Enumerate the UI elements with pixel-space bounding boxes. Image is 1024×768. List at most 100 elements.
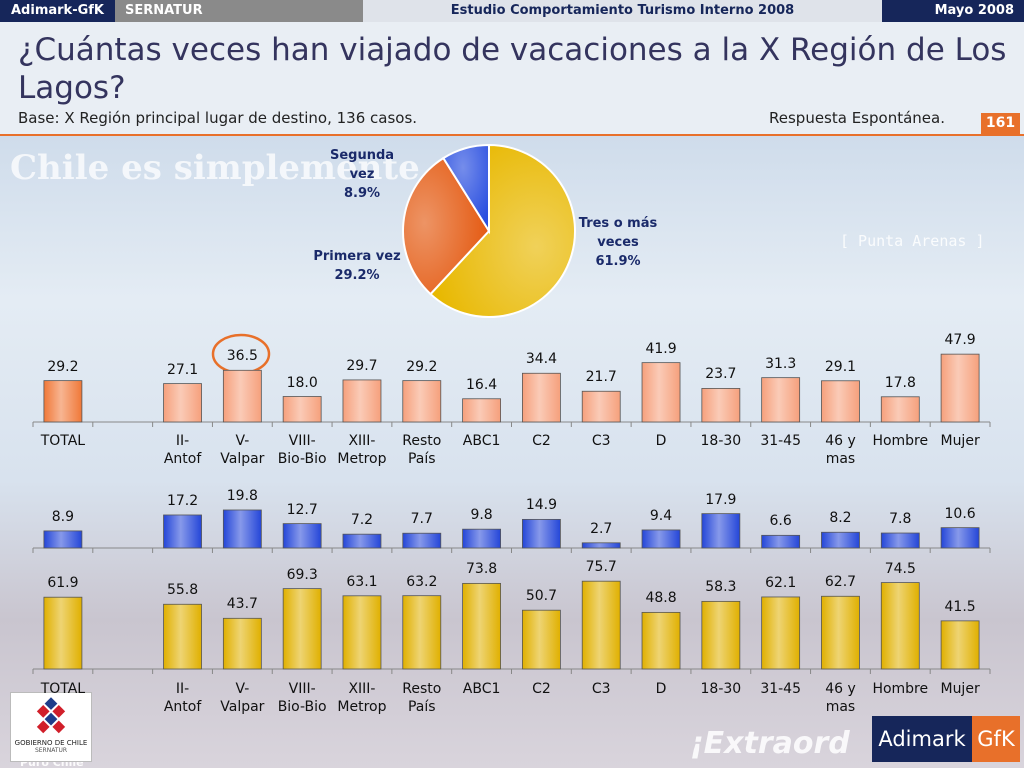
bar [641, 611, 681, 670]
x-tick-label: Hombre [872, 681, 929, 697]
value-label: 2.7 [590, 520, 613, 537]
bar [581, 542, 621, 549]
value-label: 29.2 [47, 358, 79, 375]
value-label: 18.0 [286, 374, 318, 391]
bar [701, 388, 741, 423]
bar [641, 529, 681, 549]
bar [522, 372, 561, 423]
bar [522, 609, 561, 670]
value-label: 9.8 [470, 507, 493, 524]
value-label: 47.9 [944, 332, 976, 349]
value-label: 41.9 [645, 340, 677, 357]
x-tick-label: V- Valpar [220, 681, 265, 715]
value-label: 8.2 [829, 510, 852, 527]
note: Respuesta Espontánea. [769, 109, 945, 127]
pie-label-name: Segunda vez [329, 148, 395, 182]
value-label: 23.7 [705, 366, 737, 383]
pie-label-name: Tres o más veces [578, 216, 658, 250]
value-label: 75.7 [585, 559, 617, 576]
value-label: 29.1 [824, 358, 857, 375]
value-label: 29.7 [346, 357, 378, 374]
value-label: 63.2 [406, 573, 438, 590]
government-name: GOBIERNO DE CHILE [14, 739, 88, 747]
value-label: 61.9 [47, 575, 79, 592]
x-tick-label: Mujer [940, 433, 980, 449]
x-tick-label: ABC1 [462, 681, 501, 697]
x-tick-label: TOTAL [40, 681, 86, 697]
value-label: 41.5 [944, 598, 976, 615]
x-tick-label: Hombre [872, 433, 929, 449]
bar [821, 380, 860, 423]
pie-slice [402, 156, 491, 296]
bar [641, 362, 681, 423]
x-tick-label: 46 y mas [825, 433, 856, 467]
value-label: 48.8 [645, 590, 677, 607]
bar [462, 528, 501, 549]
value-label: 17.2 [166, 492, 199, 509]
x-tick-label: XIII- Metrop [337, 433, 387, 467]
x-tick-label: D [655, 681, 667, 697]
x-tick-label: C3 [591, 433, 611, 449]
bar [43, 530, 83, 549]
subtitle: Base: X Región principal lugar de destin… [18, 109, 418, 127]
x-tick-label: 46 y mas [825, 681, 856, 715]
bar [462, 398, 501, 423]
x-tick-label: Resto País [402, 681, 442, 715]
value-label: 69.3 [286, 566, 318, 583]
bar [282, 523, 322, 549]
x-tick-label: ABC1 [462, 433, 501, 449]
bar [222, 509, 262, 549]
background-text: Chile es simplemente [10, 148, 420, 188]
bar [462, 582, 501, 670]
bar [581, 580, 621, 670]
background-text: [ Punta Arenas ] [840, 232, 985, 250]
company-unit-logo: GfK [972, 716, 1020, 762]
bar [43, 596, 83, 670]
value-label: 16.4 [466, 376, 498, 393]
value-label: 8.9 [51, 508, 75, 525]
bar [761, 377, 801, 423]
x-tick-label: II- Antof [163, 681, 202, 715]
x-tick-label: 18-30 [700, 681, 742, 697]
pie-slice [441, 143, 490, 235]
value-label: 12.7 [286, 501, 318, 518]
value-label: 34.4 [525, 351, 557, 368]
x-tick-label: VIII- Bio-Bio [277, 681, 327, 715]
x-tick-label: XIII- Metrop [337, 681, 387, 715]
pie-label-name: Primera vez [313, 249, 401, 264]
value-label: 14.9 [525, 497, 557, 514]
x-tick-label: C2 [532, 433, 551, 449]
value-label: 62.1 [765, 574, 797, 591]
company-logo: Adimark [872, 716, 972, 762]
value-label: 21.7 [585, 369, 617, 386]
title: ¿Cuántas veces han viajado de vacaciones… [18, 32, 1007, 106]
header-brand: Adimark-GfK [0, 0, 115, 22]
value-label: 19.8 [226, 487, 258, 504]
bar [880, 396, 920, 423]
bar [821, 595, 860, 670]
bar [701, 600, 741, 670]
government-logo-mark [36, 697, 66, 734]
bar [163, 383, 202, 423]
x-tick-label: C2 [532, 681, 551, 697]
value-label: 10.6 [944, 505, 976, 522]
bar [522, 518, 561, 549]
value-label: 17.9 [705, 491, 737, 508]
bar [402, 595, 442, 670]
bar [701, 513, 741, 549]
x-tick-label: 31-45 [760, 433, 801, 449]
bar [402, 380, 442, 423]
header-date: Mayo 2008 [882, 0, 1024, 22]
bar [163, 603, 202, 670]
pie-label-value: 61.9% [595, 254, 641, 269]
value-label: 50.7 [525, 588, 557, 605]
value-label: 27.1 [166, 361, 199, 378]
value-label: 7.7 [410, 511, 433, 528]
bar [940, 353, 980, 423]
bar [342, 595, 382, 670]
x-tick-label: VIII- Bio-Bio [277, 433, 327, 467]
bar [761, 534, 801, 549]
bar [940, 620, 980, 670]
bar [761, 596, 801, 670]
bar [402, 532, 442, 549]
